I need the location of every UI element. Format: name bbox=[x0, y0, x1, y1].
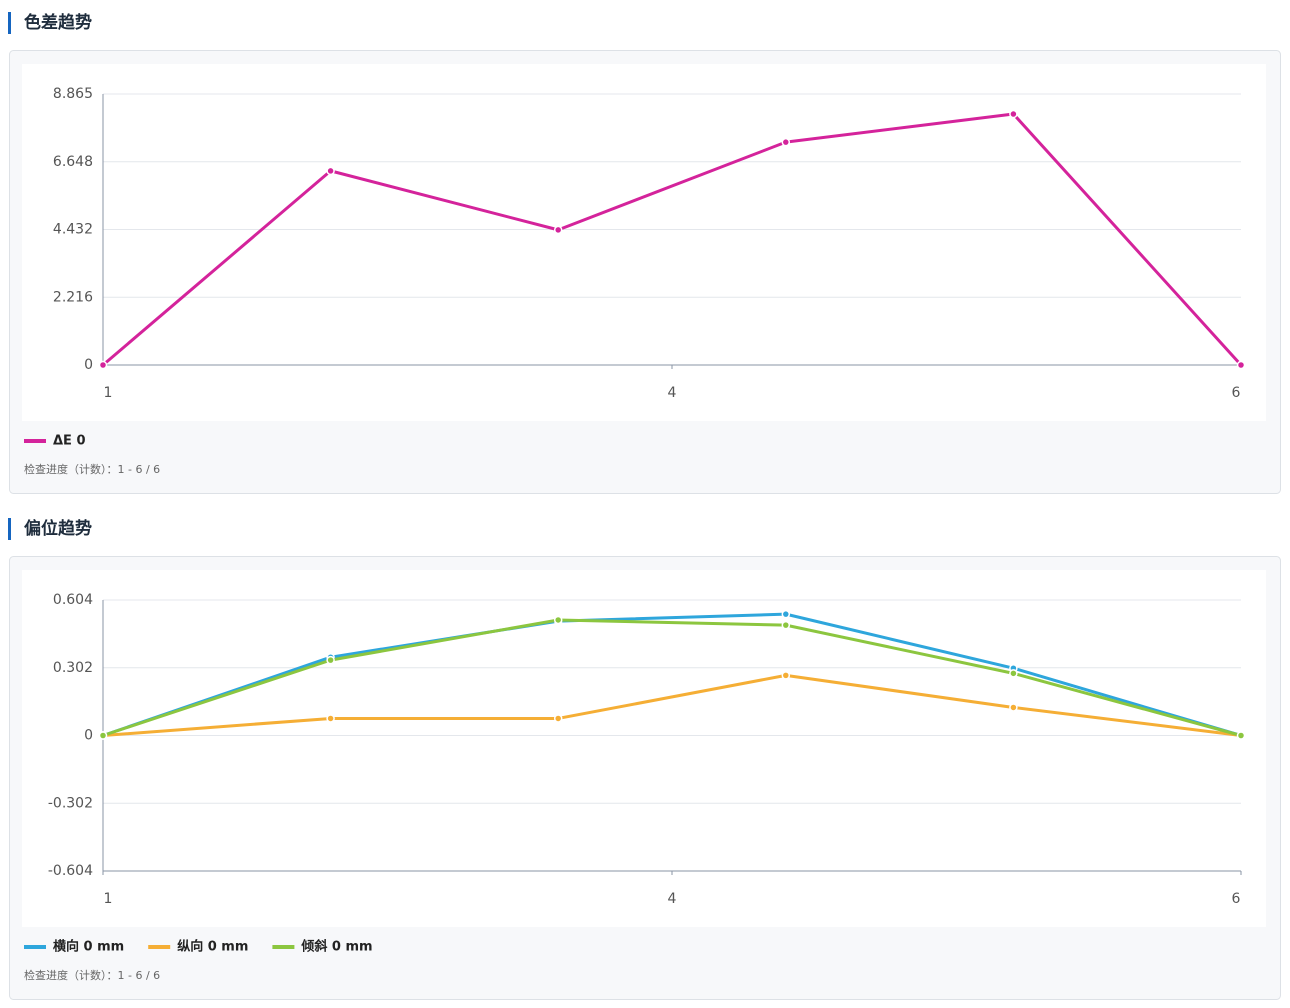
y-tick-label: 0 bbox=[84, 357, 93, 373]
progress-note: 检查进度（计数）：1 - 6 / 6 bbox=[24, 462, 160, 476]
y-tick-label: 0.604 bbox=[53, 592, 93, 608]
title-marker bbox=[8, 518, 11, 540]
data-point bbox=[1236, 360, 1246, 370]
y-tick-label: 8.865 bbox=[53, 86, 93, 102]
data-point bbox=[326, 166, 335, 176]
data-point bbox=[781, 137, 791, 147]
legend-label: 横向 0 mm bbox=[53, 939, 124, 955]
x-tick-label: 6 bbox=[1232, 385, 1241, 401]
data-point bbox=[1009, 109, 1018, 119]
title-marker bbox=[8, 12, 11, 34]
data-point bbox=[1009, 669, 1018, 678]
data-point bbox=[98, 731, 108, 740]
series-line bbox=[102, 618, 1242, 737]
legend-label: ΔE 0 bbox=[53, 434, 86, 449]
legend-label: 纵向 0 mm bbox=[177, 939, 248, 955]
data-point bbox=[1009, 703, 1018, 712]
data-point bbox=[781, 671, 791, 680]
data-point bbox=[326, 714, 335, 723]
y-tick-label: -0.604 bbox=[48, 863, 93, 879]
data-point bbox=[553, 225, 563, 235]
series-line bbox=[102, 112, 1243, 367]
x-tick-label: 1 bbox=[104, 385, 113, 401]
plot-area bbox=[22, 64, 1266, 421]
x-tick-label: 4 bbox=[668, 891, 677, 907]
y-tick-label: 0.302 bbox=[53, 660, 93, 676]
series-line bbox=[102, 673, 1242, 737]
plot-area bbox=[22, 570, 1266, 927]
y-tick-label: 2.216 bbox=[53, 289, 93, 305]
data-point bbox=[553, 714, 563, 723]
section-title: 色差趋势 bbox=[24, 12, 92, 33]
data-point bbox=[326, 655, 335, 665]
x-tick-label: 6 bbox=[1232, 891, 1241, 907]
x-tick-label: 1 bbox=[104, 891, 113, 907]
data-point bbox=[1236, 731, 1246, 740]
series-line bbox=[102, 612, 1242, 737]
legend-label: 倾斜 0 mm bbox=[300, 939, 372, 955]
y-tick-label: -0.302 bbox=[48, 795, 93, 811]
y-tick-label: 4.432 bbox=[53, 222, 93, 238]
data-point bbox=[98, 360, 108, 370]
progress-note: 检查进度（计数）：1 - 6 / 6 bbox=[24, 968, 160, 982]
data-point bbox=[781, 609, 791, 619]
y-tick-label: 6.648 bbox=[53, 154, 93, 170]
y-tick-label: 0 bbox=[84, 728, 93, 744]
section-title: 偏位趋势 bbox=[24, 518, 92, 539]
data-point bbox=[553, 615, 563, 625]
x-tick-label: 4 bbox=[668, 385, 677, 401]
data-point bbox=[781, 620, 791, 630]
